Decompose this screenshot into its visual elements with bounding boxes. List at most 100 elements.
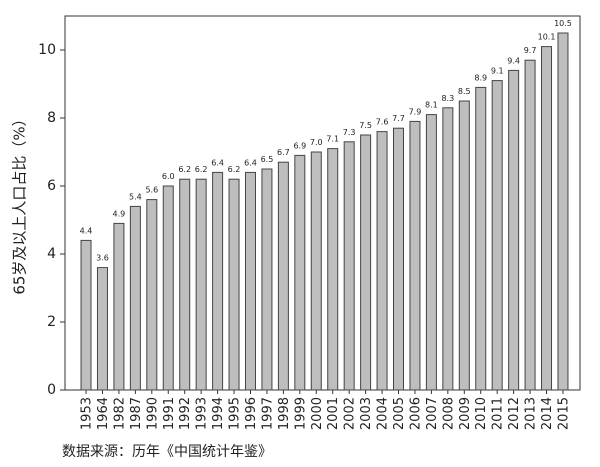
value-label: 6.2 xyxy=(195,165,208,174)
y-axis-label: 65岁及以上人口占比（%） xyxy=(11,111,29,294)
bar xyxy=(557,32,569,391)
bar xyxy=(541,46,553,391)
x-tick-label: 1994 xyxy=(211,397,226,430)
bar xyxy=(162,185,174,391)
bar xyxy=(146,199,158,391)
x-tick-label: 1993 xyxy=(195,397,210,430)
x-tick-label: 2011 xyxy=(491,397,506,430)
bar xyxy=(376,131,388,391)
x-tick-label: 1998 xyxy=(277,397,292,430)
value-label: 6.2 xyxy=(178,165,191,174)
value-label: 7.7 xyxy=(392,114,405,123)
value-label: 6.0 xyxy=(162,172,175,181)
bar xyxy=(393,127,405,391)
bar xyxy=(524,59,536,391)
y-tick-label: 4 xyxy=(47,246,56,262)
value-label: 3.6 xyxy=(96,254,109,263)
value-label: 6.2 xyxy=(228,165,241,174)
value-label: 8.3 xyxy=(441,94,454,103)
x-tick-label: 2002 xyxy=(343,397,358,430)
value-label: 7.6 xyxy=(376,118,389,127)
x-tick-label: 2014 xyxy=(540,397,555,430)
value-label: 8.9 xyxy=(474,73,487,82)
x-tick-label: 2007 xyxy=(425,397,440,430)
bar xyxy=(179,178,191,391)
x-tick-label: 1999 xyxy=(293,397,308,430)
value-label: 9.1 xyxy=(491,67,504,76)
bar xyxy=(458,100,470,391)
bar xyxy=(442,107,454,391)
bar xyxy=(360,134,372,391)
value-label: 4.4 xyxy=(80,226,93,235)
bar xyxy=(425,114,437,391)
x-tick-label: 1964 xyxy=(96,397,111,430)
value-label: 5.6 xyxy=(145,186,158,195)
bar xyxy=(294,154,306,391)
value-label: 9.7 xyxy=(524,46,537,55)
value-label: 7.0 xyxy=(310,138,323,147)
bar xyxy=(310,151,322,391)
value-label: 4.9 xyxy=(113,209,126,218)
x-tick-label: 2004 xyxy=(376,397,391,430)
value-label: 6.4 xyxy=(211,158,224,167)
x-tick-label: 1995 xyxy=(228,397,243,430)
x-tick-label: 2015 xyxy=(556,397,571,430)
value-label: 8.5 xyxy=(458,87,471,96)
x-tick-label: 2013 xyxy=(524,397,539,430)
x-tick-label: 1991 xyxy=(162,397,177,430)
x-tick-label: 2009 xyxy=(458,397,473,430)
value-label: 10.5 xyxy=(554,19,572,28)
x-tick-label: 1982 xyxy=(112,397,127,430)
x-tick-label: 2005 xyxy=(392,397,407,430)
x-tick-label: 1997 xyxy=(260,397,275,430)
bar xyxy=(195,178,207,391)
bar xyxy=(113,222,125,391)
value-label: 7.9 xyxy=(409,107,422,116)
value-label: 6.9 xyxy=(293,141,306,150)
value-label: 6.4 xyxy=(244,158,257,167)
bar xyxy=(261,168,273,391)
bar xyxy=(343,141,355,391)
bar xyxy=(80,239,92,391)
x-tick-label: 2001 xyxy=(326,397,341,430)
bar xyxy=(228,178,240,391)
x-tick-label: 1990 xyxy=(145,397,160,430)
x-tick-label: 2000 xyxy=(310,397,325,430)
bar xyxy=(244,171,256,391)
x-tick-label: 2008 xyxy=(441,397,456,430)
x-tick-label: 2010 xyxy=(474,397,489,430)
x-tick-label: 2006 xyxy=(408,397,423,430)
bar xyxy=(491,80,503,391)
y-tick-label: 8 xyxy=(47,110,56,126)
y-tick-label: 2 xyxy=(47,314,56,330)
value-label: 7.1 xyxy=(326,135,339,144)
y-tick-label: 0 xyxy=(47,382,56,398)
value-label: 7.5 xyxy=(359,121,372,130)
bar xyxy=(96,267,108,391)
y-tick-label: 6 xyxy=(47,178,56,194)
y-tick-label: 10 xyxy=(38,42,56,58)
bar xyxy=(409,120,421,391)
value-label: 7.3 xyxy=(343,128,356,137)
value-label: 9.4 xyxy=(507,56,520,65)
bar xyxy=(508,69,520,391)
bar xyxy=(277,161,289,391)
bar xyxy=(129,205,141,391)
source-note: 数据来源：历年《中国统计年鉴》 xyxy=(62,444,272,460)
value-label: 8.1 xyxy=(425,101,438,110)
value-label: 6.7 xyxy=(277,148,290,157)
x-tick-label: 1953 xyxy=(80,397,95,430)
x-tick-label: 2012 xyxy=(507,397,522,430)
x-tick-label: 1996 xyxy=(244,397,259,430)
bar xyxy=(327,148,339,391)
plot-frame xyxy=(64,15,581,391)
value-label: 6.5 xyxy=(261,155,274,164)
x-tick-label: 1987 xyxy=(129,397,144,430)
x-tick-label: 2003 xyxy=(359,397,374,430)
bar xyxy=(475,86,487,391)
x-tick-label: 1992 xyxy=(178,397,193,430)
bar xyxy=(212,171,224,391)
value-label: 10.1 xyxy=(538,33,556,42)
value-label: 5.4 xyxy=(129,192,142,201)
